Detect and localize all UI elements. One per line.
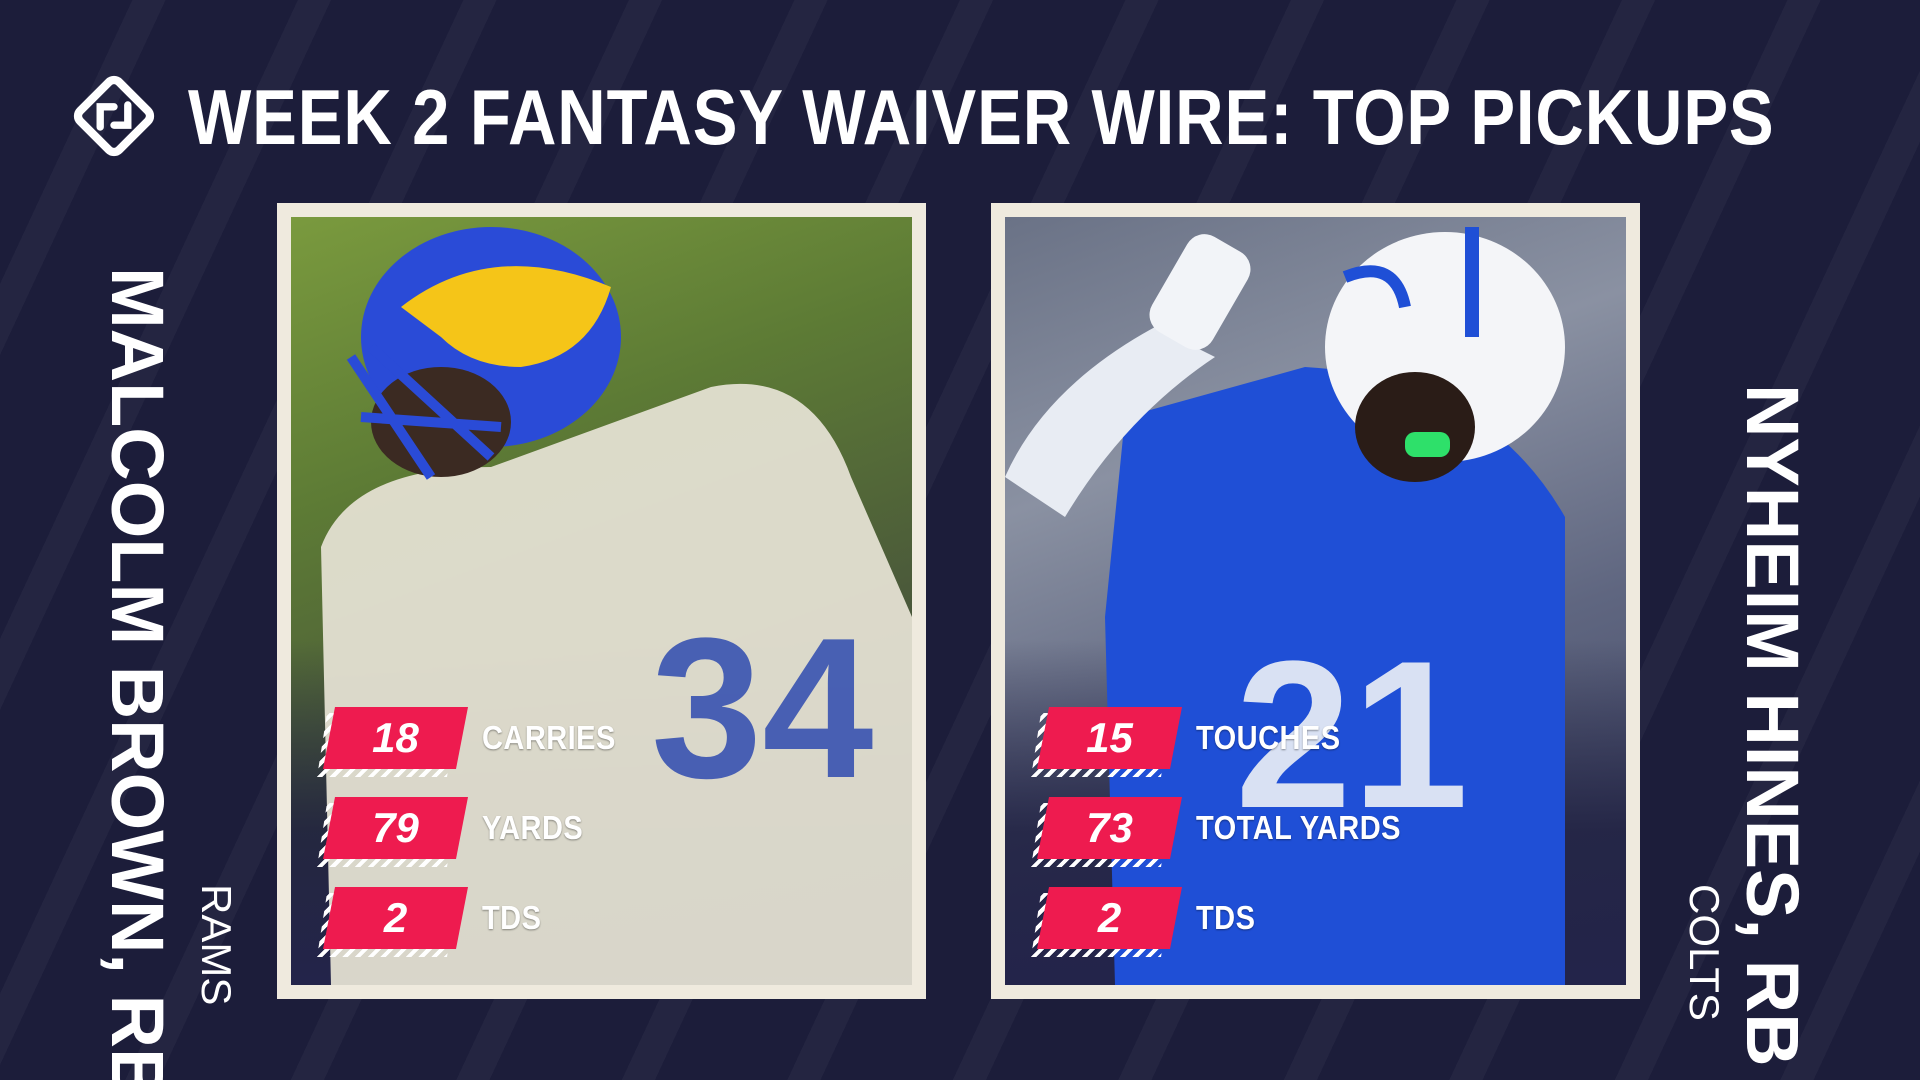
svg-text:21: 21 bbox=[1235, 617, 1469, 852]
colts-player-photo: 21 15 TOUCHES 73 TOTAL YARDS 2 bbox=[1005, 217, 1626, 985]
stat-label: TOUCHES bbox=[1196, 719, 1341, 756]
stat-row: 79 YARDS bbox=[317, 795, 634, 867]
player-name-right: NYHEIM HINES, RB bbox=[1731, 384, 1814, 1067]
stat-value: 79 bbox=[323, 797, 468, 859]
stat-value: 18 bbox=[323, 707, 468, 769]
rams-stat-list: 18 CARRIES 79 YARDS 2 TDS bbox=[317, 705, 634, 975]
stat-label: TDS bbox=[1196, 899, 1256, 936]
stat-row: 2 TDS bbox=[1031, 885, 1429, 957]
player-card-malcolm-brown: 34 18 CARRIES 79 YARDS 2 TDS bbox=[277, 203, 926, 999]
colts-stat-list: 15 TOUCHES 73 TOTAL YARDS 2 TDS bbox=[1031, 705, 1429, 975]
page-title: WEEK 2 FANTASY WAIVER WIRE: TOP PICKUPS bbox=[188, 73, 1775, 161]
stat-row: 2 TDS bbox=[317, 885, 634, 957]
stat-row: 18 CARRIES bbox=[317, 705, 634, 777]
rams-player-photo: 34 18 CARRIES 79 YARDS 2 TDS bbox=[291, 217, 912, 985]
sporting-news-logo-icon bbox=[73, 75, 155, 157]
stat-label: CARRIES bbox=[482, 719, 616, 756]
player-card-nyheim-hines: 21 15 TOUCHES 73 TOTAL YARDS 2 bbox=[991, 203, 1640, 999]
player-team-left: RAMS bbox=[193, 884, 240, 1006]
rams-player-illustration: 34 bbox=[321, 227, 912, 985]
svg-text:34: 34 bbox=[651, 597, 873, 820]
stat-label: TOTAL YARDS bbox=[1196, 809, 1401, 846]
colts-player-illustration: 21 bbox=[1005, 227, 1565, 985]
stat-row: 15 TOUCHES bbox=[1031, 705, 1429, 777]
stat-value: 73 bbox=[1037, 797, 1182, 859]
stat-row: 73 TOTAL YARDS bbox=[1031, 795, 1429, 867]
stat-value: 2 bbox=[1037, 887, 1182, 949]
player-name-left: MALCOLM BROWN, RB bbox=[96, 267, 179, 1080]
stat-label: TDS bbox=[482, 899, 542, 936]
player-team-right: COLTS bbox=[1681, 884, 1728, 1021]
stat-value: 15 bbox=[1037, 707, 1182, 769]
stat-label: YARDS bbox=[482, 809, 584, 846]
stat-value: 2 bbox=[323, 887, 468, 949]
